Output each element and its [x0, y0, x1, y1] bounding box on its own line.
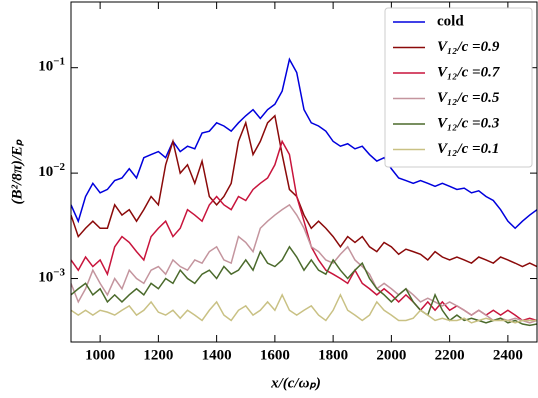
legend-label: V₁₂/c =0.5	[437, 90, 500, 106]
data-line	[71, 293, 537, 324]
x-tick-label: 2200	[435, 347, 465, 363]
x-tick-label: 2400	[493, 347, 523, 363]
legend-label: V₁₂/c =0.7	[437, 64, 500, 80]
x-tick-label: 1200	[143, 347, 173, 363]
y-tick-label: 10−2	[38, 161, 65, 181]
data-line	[71, 57, 537, 230]
data-line	[71, 245, 537, 327]
x-tick-label: 1400	[202, 347, 232, 363]
x-tick-label: 1600	[260, 347, 290, 363]
data-line	[71, 114, 537, 268]
legend-label: V₁₂/c =0.3	[437, 115, 500, 131]
legend-label: V₁₂/c =0.9	[437, 39, 500, 55]
plot-frame	[70, 1, 538, 343]
data-line	[71, 203, 537, 324]
y-tick-label: 10−3	[38, 266, 65, 286]
x-axis-label: x/(c/ωₚ)	[270, 375, 321, 391]
y-axis-label: (B²/8π)/Eₚ	[9, 139, 25, 205]
y-tick-label: 10−1	[38, 55, 65, 75]
legend-label: cold	[437, 13, 464, 29]
x-tick-label: 2000	[376, 347, 406, 363]
x-tick-label: 1000	[85, 347, 115, 363]
legend-label: V₁₂/c =0.1	[437, 141, 499, 157]
x-tick-label: 1800	[318, 347, 348, 363]
data-line	[71, 139, 537, 322]
